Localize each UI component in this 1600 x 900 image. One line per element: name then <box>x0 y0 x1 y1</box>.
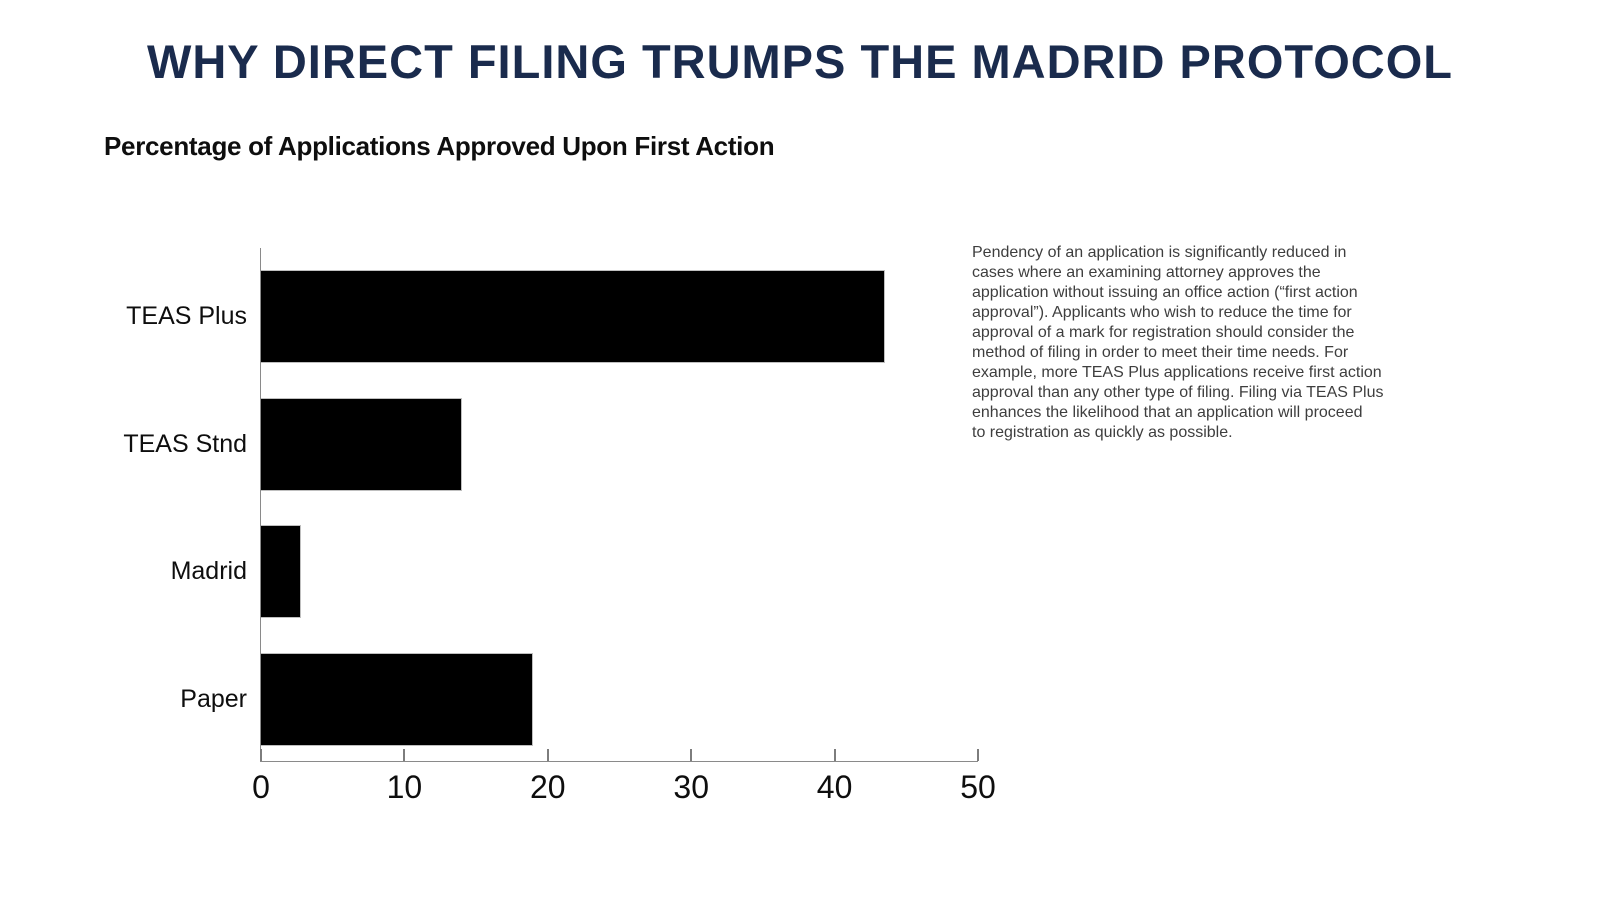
chart-title: Percentage of Applications Approved Upon… <box>104 131 775 161</box>
x-axis-tick-mark <box>260 749 262 761</box>
bar-row-paper: Paper <box>180 652 978 746</box>
x-axis-tick-mark <box>546 749 549 761</box>
bar <box>261 652 534 746</box>
x-axis-tick-mark <box>977 749 979 761</box>
bar-row-teas-stnd: TEAS Stnd <box>123 397 978 491</box>
bar <box>261 270 885 363</box>
x-axis-tick-label: 40 <box>816 769 853 805</box>
category-label: TEAS Stnd <box>123 429 247 458</box>
x-axis-tick-mark <box>833 749 836 761</box>
category-label: Paper <box>180 684 247 713</box>
bar-row-madrid: Madrid <box>171 525 978 618</box>
bar-chart-plot-area: TEAS Plus TEAS Stnd Madrid Paper 0 10 20 30 40 50 <box>123 248 996 805</box>
x-axis-tick-label: 30 <box>673 769 709 805</box>
x-axis-tick-label: 20 <box>530 769 566 805</box>
category-label: TEAS Plus <box>126 302 247 330</box>
x-axis-tick-mark <box>403 749 406 761</box>
x-axis-tick-mark <box>690 749 693 761</box>
page-title: WHY DIRECT FILING TRUMPS THE MADRID PROT… <box>146 35 1454 88</box>
annotation-text: Pendency of an application is significan… <box>972 244 1384 441</box>
x-axis-tick-label: 10 <box>386 769 423 805</box>
bar <box>261 397 462 491</box>
bar <box>261 525 302 618</box>
x-axis-tick-label: 50 <box>960 769 996 805</box>
category-label: Madrid <box>170 557 247 585</box>
x-axis-tick-label: 0 <box>252 769 270 805</box>
bar-row-teas-plus: TEAS Plus <box>126 270 978 363</box>
